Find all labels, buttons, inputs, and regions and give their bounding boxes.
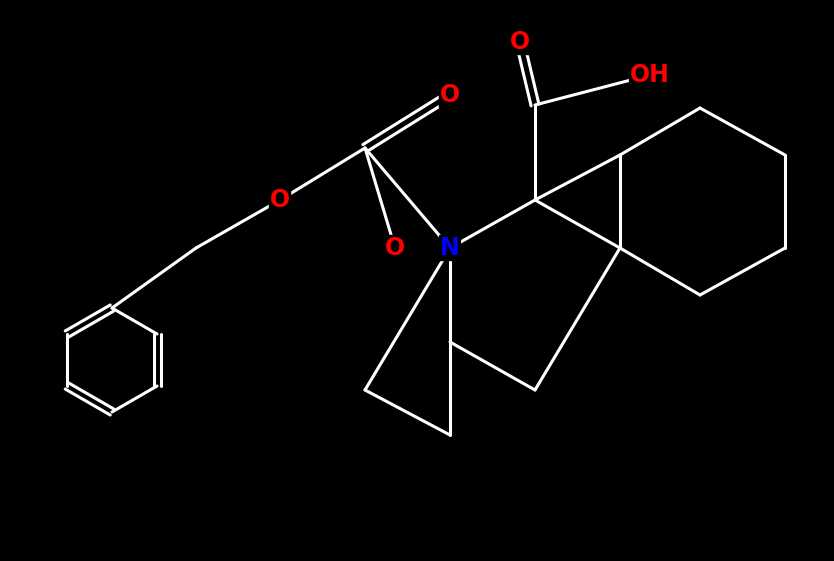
Text: N: N	[440, 236, 460, 260]
Text: O: O	[385, 236, 405, 260]
Text: OH: OH	[630, 63, 670, 87]
Text: O: O	[510, 30, 530, 54]
Text: O: O	[440, 83, 460, 107]
Text: O: O	[270, 188, 290, 212]
